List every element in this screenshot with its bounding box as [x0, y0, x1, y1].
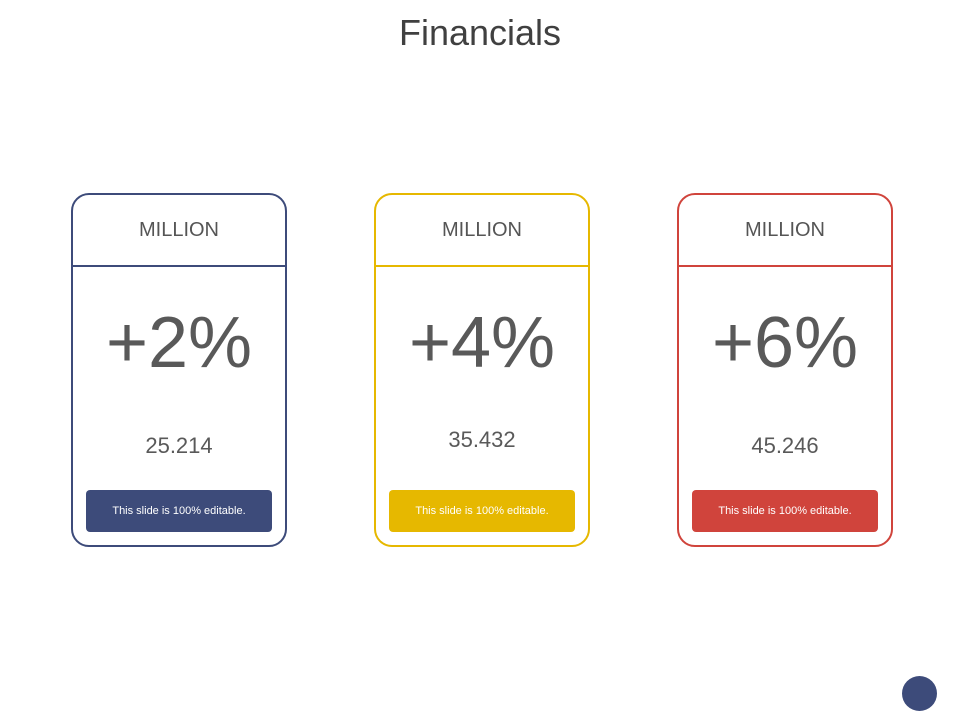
card-header: MILLION [73, 195, 285, 267]
card-header: MILLION [376, 195, 588, 267]
page-title: Financials [398, 12, 562, 53]
card-header-label: MILLION [744, 218, 826, 241]
card-button[interactable]: This slide is 100% editable. [389, 490, 575, 532]
card-header-label: MILLION [138, 218, 220, 241]
financial-card-1: MILLION +2% 25.214 This slide is 100% ed… [71, 193, 287, 547]
card-value: 45.246 [751, 433, 819, 458]
card-header: MILLION [679, 195, 891, 267]
card-button[interactable]: This slide is 100% editable. [86, 490, 272, 532]
financial-card-2: MILLION +4% 35.432 This slide is 100% ed… [374, 193, 590, 547]
financial-card-3: MILLION +6% 45.246 This slide is 100% ed… [677, 193, 893, 547]
navigation-circle-button[interactable] [902, 676, 937, 711]
card-value: 35.432 [448, 427, 516, 452]
card-button[interactable]: This slide is 100% editable. [692, 490, 878, 532]
card-percent: +6% [711, 303, 859, 383]
card-percent: +2% [105, 303, 253, 383]
card-percent: +4% [408, 303, 556, 383]
card-header-label: MILLION [441, 218, 523, 241]
card-value: 25.214 [145, 433, 213, 458]
